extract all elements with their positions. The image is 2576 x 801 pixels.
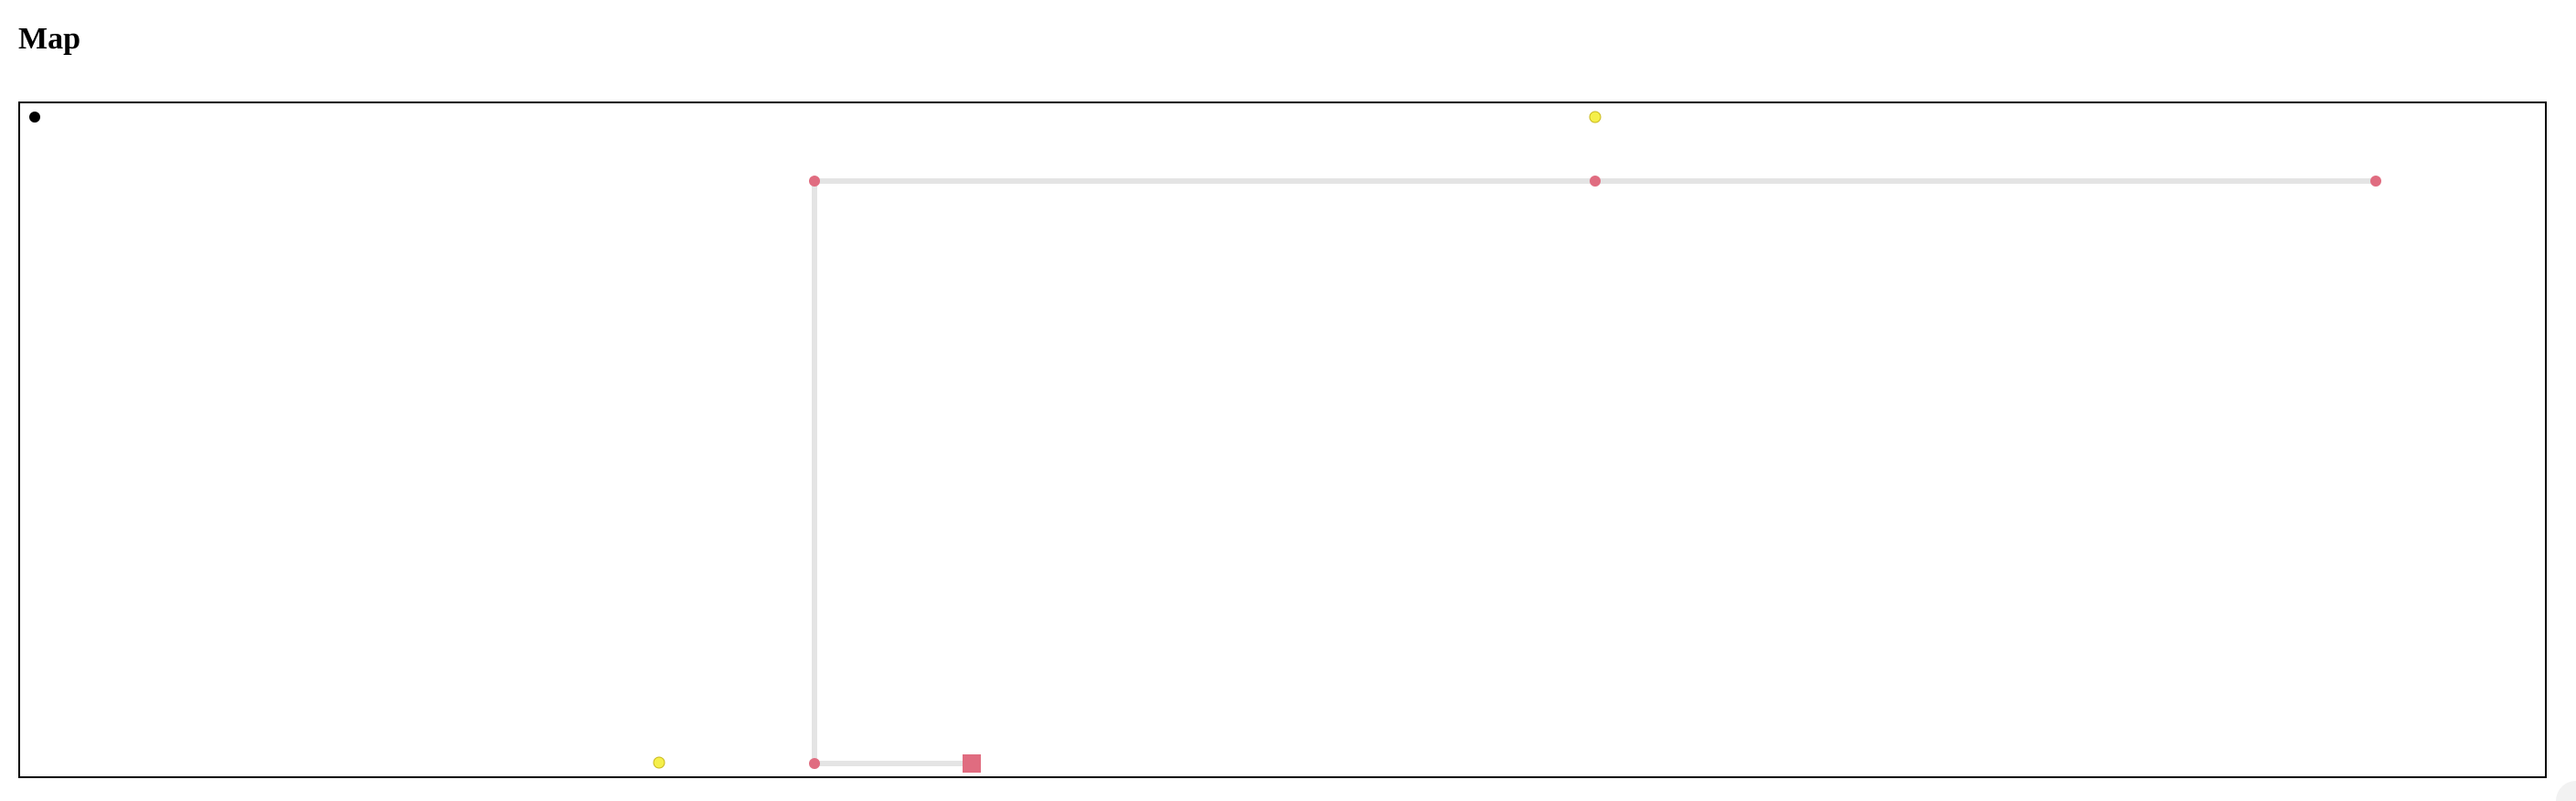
map-canvas[interactable] bbox=[18, 101, 2547, 778]
waypoint-node[interactable] bbox=[809, 176, 820, 187]
waypoint-node[interactable] bbox=[1590, 176, 1601, 187]
yellow-item[interactable] bbox=[653, 756, 665, 769]
destination-square[interactable] bbox=[963, 754, 981, 773]
page-title: Map bbox=[18, 22, 80, 56]
player-marker[interactable] bbox=[29, 112, 40, 123]
items-layer bbox=[653, 111, 1602, 769]
paths-layer bbox=[812, 178, 2379, 766]
waypoint-node[interactable] bbox=[2370, 176, 2381, 187]
yellow-item[interactable] bbox=[1589, 111, 1602, 123]
nodes-layer bbox=[809, 176, 2381, 773]
corner-shadow bbox=[2556, 781, 2576, 801]
waypoint-node[interactable] bbox=[809, 758, 820, 769]
